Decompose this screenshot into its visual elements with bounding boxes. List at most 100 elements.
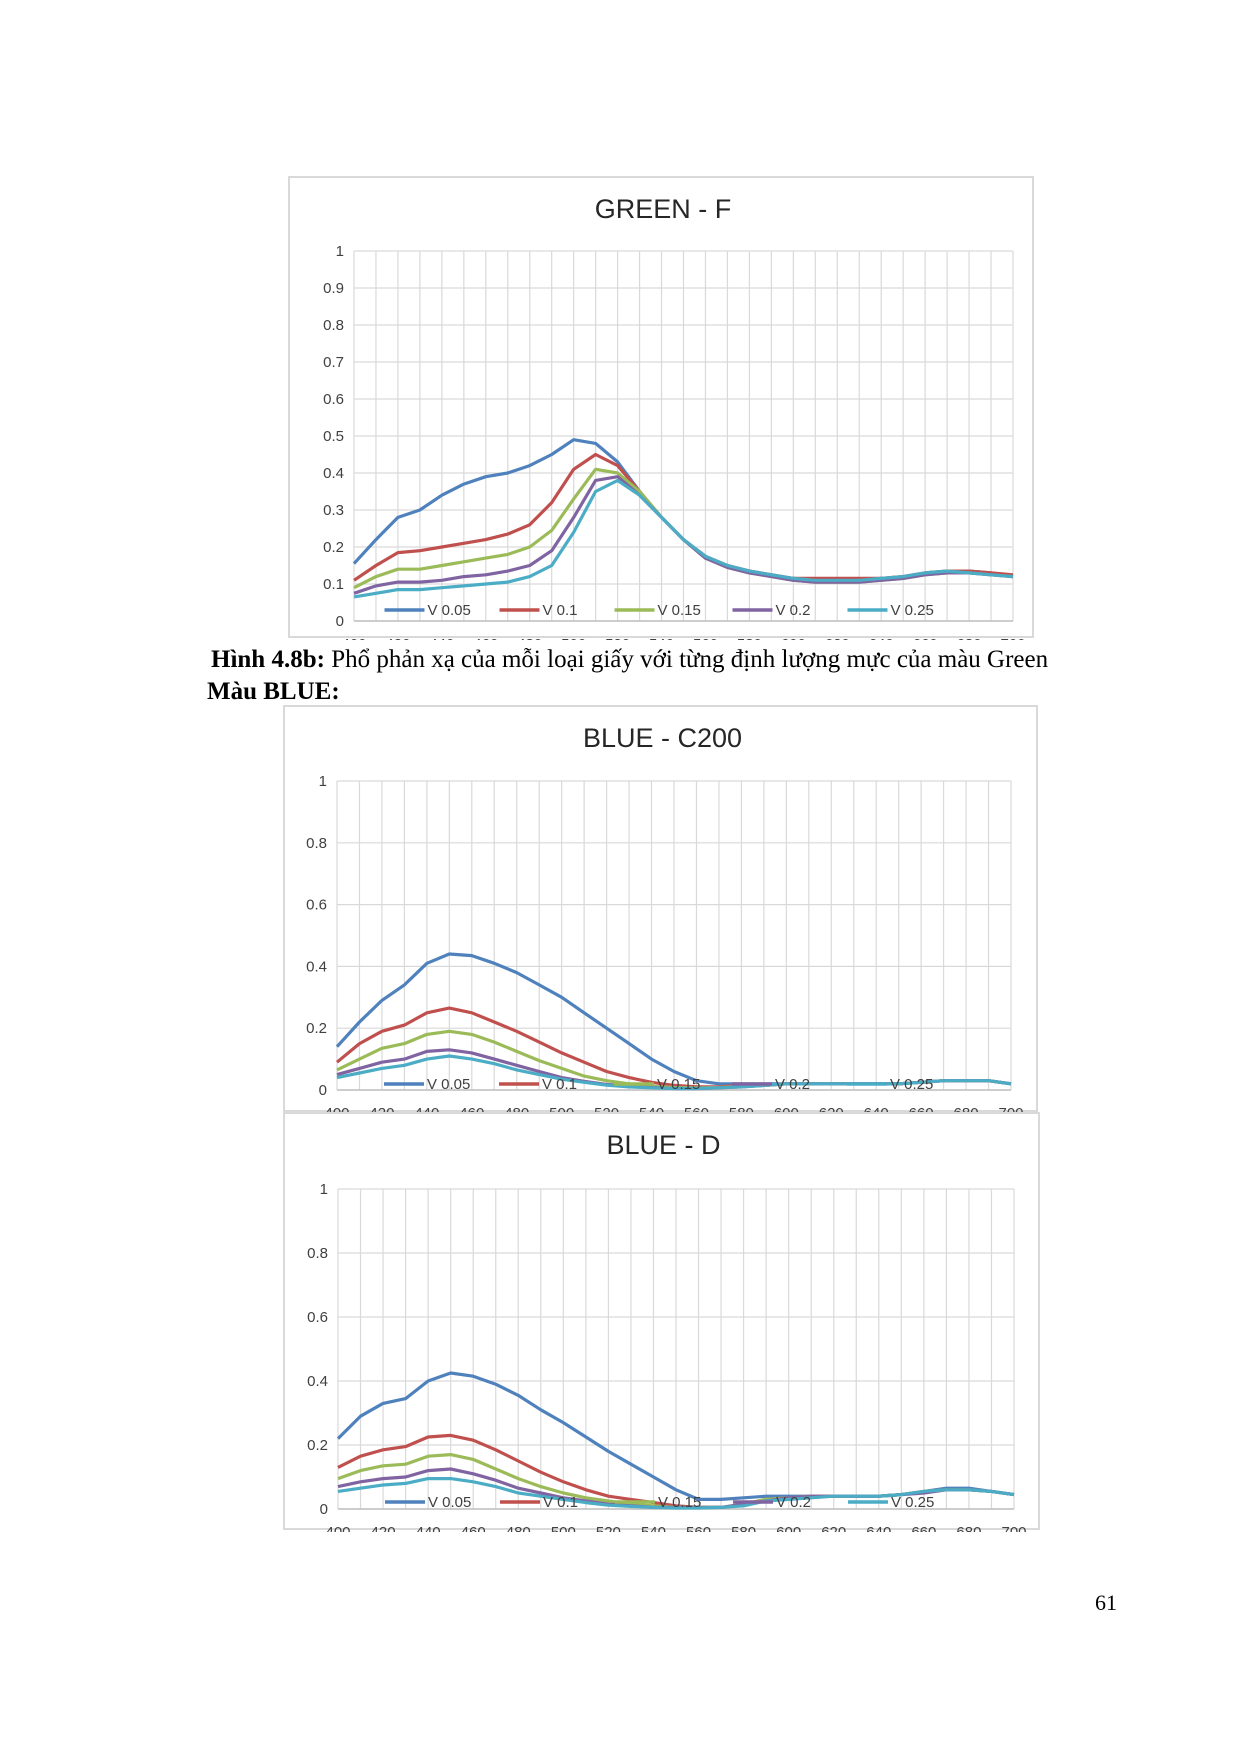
x-tick-label: 500 xyxy=(549,1105,574,1114)
x-tick-label: 500 xyxy=(561,636,586,640)
x-tick-label: 680 xyxy=(954,1105,979,1114)
y-tick-label: 0.2 xyxy=(323,539,344,556)
y-tick-label: 0.8 xyxy=(306,835,327,852)
legend-label: V 0.15 xyxy=(658,602,701,619)
chart-title: BLUE - D xyxy=(606,1130,720,1160)
x-tick-label: 580 xyxy=(731,1524,756,1532)
chart-title: GREEN - F xyxy=(595,194,732,224)
x-tick-label: 640 xyxy=(869,636,894,640)
x-tick-label: 480 xyxy=(506,1524,531,1532)
figure-caption: Hình 4.8b: Phổ phản xạ của mỗi loại giấy… xyxy=(211,646,1048,674)
y-tick-label: 0.4 xyxy=(306,958,327,975)
x-tick-label: 660 xyxy=(911,1524,936,1532)
y-tick-label: 0 xyxy=(320,1501,328,1518)
x-tick-label: 620 xyxy=(825,636,850,640)
y-tick-label: 0.8 xyxy=(323,317,344,334)
x-tick-label: 420 xyxy=(385,636,410,640)
x-tick-label: 520 xyxy=(596,1524,621,1532)
y-tick-label: 0.6 xyxy=(307,1309,328,1326)
legend-label: V 0.15 xyxy=(657,1076,700,1093)
x-tick-label: 560 xyxy=(693,636,718,640)
x-tick-label: 700 xyxy=(1001,1524,1026,1532)
legend-label: V 0.05 xyxy=(428,1494,471,1511)
y-tick-label: 0.2 xyxy=(307,1437,328,1454)
legend-label: V 0.2 xyxy=(776,602,811,619)
x-tick-label: 560 xyxy=(684,1105,709,1114)
legend-label: V 0.1 xyxy=(543,602,578,619)
x-tick-label: 620 xyxy=(821,1524,846,1532)
x-tick-label: 700 xyxy=(998,1105,1023,1114)
x-tick-label: 460 xyxy=(473,636,498,640)
x-tick-label: 480 xyxy=(504,1105,529,1114)
y-tick-label: 1 xyxy=(319,773,327,790)
x-tick-label: 680 xyxy=(956,1524,981,1532)
x-tick-label: 500 xyxy=(551,1524,576,1532)
series-line xyxy=(336,1054,1012,1091)
x-tick-label: 600 xyxy=(776,1524,801,1532)
chart-blue-c200-svg: BLUE - C200 0 0.2 0.4 0.6 0.8 1 400 420 440 460 480… xyxy=(306,723,1023,1114)
section-heading: Màu BLUE: xyxy=(207,678,340,705)
x-tick-label: 400 xyxy=(325,1524,350,1532)
x-tick-label: 620 xyxy=(819,1105,844,1114)
figure-caption-prefix: Hình 4.8b: xyxy=(211,646,325,673)
y-tick-label: 0.6 xyxy=(323,391,344,408)
legend-label: V 0.05 xyxy=(428,602,471,619)
y-tick-label: 0.8 xyxy=(307,1245,328,1262)
chart-blue-d: BLUE - D 0 0.2 0.4 0.6 0.8 1 400 420 440 460 480 500… xyxy=(283,1112,1040,1532)
x-tick-label: 440 xyxy=(414,1105,439,1114)
series-line xyxy=(337,1477,1015,1510)
x-tick-label: 520 xyxy=(594,1105,619,1114)
y-tick-label: 0.5 xyxy=(323,428,344,445)
y-tick-label: 0.4 xyxy=(307,1373,328,1390)
y-tick-label: 0.4 xyxy=(323,465,344,482)
x-tick-label: 640 xyxy=(866,1524,891,1532)
y-tick-label: 0 xyxy=(336,613,344,630)
legend-label: V 0.25 xyxy=(890,1076,933,1093)
x-tick-label: 540 xyxy=(639,1105,664,1114)
page-number: 61 xyxy=(1095,1590,1117,1615)
x-tick-label: 540 xyxy=(649,636,674,640)
x-tick-label: 460 xyxy=(459,1105,484,1114)
y-tick-label: 0.2 xyxy=(306,1020,327,1037)
legend-label: V 0.2 xyxy=(776,1494,811,1511)
chart-green-f-svg: GREEN - F 0 0.1 0.2 0.3 0.4 0.5 0.6 0.7 0.8 0.9 1 40… xyxy=(323,194,1025,640)
chart-green-f: GREEN - F 0 0.1 0.2 0.3 0.4 0.5 0.6 0.7 0.8 0.9 1 40… xyxy=(288,176,1034,640)
x-tick-label: 440 xyxy=(429,636,454,640)
x-tick-label: 540 xyxy=(641,1524,666,1532)
x-tick-label: 580 xyxy=(729,1105,754,1114)
x-tick-label: 480 xyxy=(517,636,542,640)
legend-label: V 0.1 xyxy=(543,1494,578,1511)
x-tick-label: 700 xyxy=(1000,636,1025,640)
legend-label: V 0.15 xyxy=(658,1494,701,1511)
x-tick-label: 580 xyxy=(737,636,762,640)
legend-label: V 0.25 xyxy=(891,1494,934,1511)
series-line xyxy=(353,478,1014,599)
x-tick-label: 440 xyxy=(416,1524,441,1532)
y-tick-label: 1 xyxy=(320,1181,328,1198)
y-tick-label: 0 xyxy=(319,1082,327,1099)
legend-label: V 0.05 xyxy=(427,1076,470,1093)
x-tick-label: 600 xyxy=(781,636,806,640)
x-tick-label: 520 xyxy=(605,636,630,640)
x-tick-label: 400 xyxy=(341,636,366,640)
x-tick-label: 400 xyxy=(324,1105,349,1114)
figure-caption-text: Phổ phản xạ của mỗi loại giấy với từng đ… xyxy=(324,646,1049,673)
legend-label: V 0.2 xyxy=(775,1076,810,1093)
x-tick-label: 460 xyxy=(461,1524,486,1532)
x-tick-label: 680 xyxy=(957,636,982,640)
x-tick-label: 560 xyxy=(686,1524,711,1532)
y-tick-label: 0.9 xyxy=(323,280,344,297)
chart-blue-c200: BLUE - C200 0 0.2 0.4 0.6 0.8 1 400 420 440 460 480… xyxy=(283,705,1038,1114)
x-tick-label: 420 xyxy=(369,1105,394,1114)
x-tick-label: 660 xyxy=(909,1105,934,1114)
legend-label: V 0.25 xyxy=(891,602,934,619)
x-tick-label: 600 xyxy=(774,1105,799,1114)
y-tick-label: 1 xyxy=(336,243,344,260)
y-tick-label: 0.7 xyxy=(323,354,344,371)
y-tick-label: 0.3 xyxy=(323,502,344,519)
x-tick-label: 660 xyxy=(913,636,938,640)
legend-label: V 0.1 xyxy=(542,1076,577,1093)
chart-title: BLUE - C200 xyxy=(583,723,742,753)
y-tick-label: 0.1 xyxy=(323,576,344,593)
x-tick-label: 640 xyxy=(864,1105,889,1114)
